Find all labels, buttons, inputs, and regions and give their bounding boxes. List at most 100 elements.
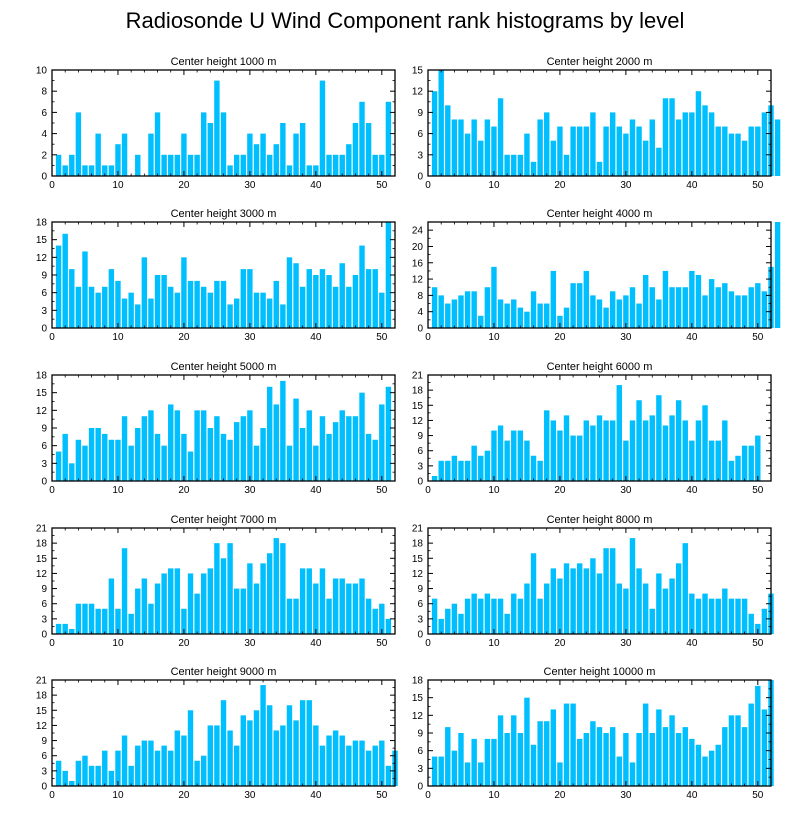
panel-8-bar-27 (603, 548, 609, 634)
panel-3-bar-39 (306, 269, 312, 328)
panel-3-bar-27 (227, 304, 233, 328)
panel-10-bar-24 (583, 733, 590, 786)
panel-5-bar-21 (187, 451, 194, 481)
panel-4-bar-21 (563, 307, 570, 328)
panel-7-xtick-label-40: 40 (310, 638, 322, 649)
panel-9-bar-28 (233, 745, 240, 786)
panel-1-bar-8 (102, 165, 108, 176)
panel-2-bar-33 (642, 140, 649, 176)
panel-2-bar-39 (682, 112, 688, 176)
panel-6-xtick-label-50: 50 (752, 485, 764, 496)
panel-5-bar-32 (260, 428, 266, 481)
panel-8-bar-33 (642, 583, 649, 634)
panel-5-bar-40 (313, 445, 319, 481)
panel-7-bar-4 (75, 603, 82, 634)
panel-8-bar-9 (484, 593, 491, 634)
panel-7-bar-27 (227, 543, 233, 634)
panel-8-bar-12 (504, 613, 510, 634)
panel-4-ytick-label-4: 4 (417, 307, 423, 318)
panel-3-ytick-label-15: 15 (36, 235, 48, 246)
panel-2-bar-9 (484, 119, 491, 176)
panel-10-bar-38 (675, 733, 682, 786)
panel-6-bar-1 (431, 475, 438, 481)
panel-4-xtick-label-30: 30 (620, 332, 632, 343)
panel-6-title: Center height 6000 m (547, 361, 653, 373)
panel-1-bar-40 (313, 165, 319, 176)
panel-4-bar-46 (728, 291, 735, 328)
panel-5-xtick-label-20: 20 (178, 485, 190, 496)
panel-2-bar-46 (728, 133, 735, 176)
panel-6-bar-14 (517, 430, 524, 481)
panel-3-ytick-label-18: 18 (36, 218, 48, 229)
panel-2-bar-7 (471, 119, 477, 176)
panel-1-xtick-label-40: 40 (310, 180, 322, 191)
panel-9-bar-33 (266, 705, 273, 786)
panel-2-xtick-label-20: 20 (554, 180, 566, 191)
panel-10-bar-46 (728, 715, 735, 786)
panel-8-ytick-label-21: 21 (412, 524, 424, 535)
panel-2-bar-32 (636, 126, 642, 176)
panel-2-bar-43 (708, 112, 715, 176)
panel-8-bar-15 (524, 583, 530, 634)
panel-6-bar-12 (504, 440, 510, 481)
panel-10-bar-47 (735, 715, 741, 786)
panel-9-ytick-label-0: 0 (41, 782, 47, 793)
panel-6-bar-22 (570, 435, 576, 481)
panel-2-bar-23 (577, 126, 583, 176)
panel-7-ytick-label-15: 15 (36, 554, 48, 565)
panel-1-bar-42 (326, 154, 332, 176)
panel-4-bar-3 (445, 303, 451, 328)
panel-4-bar-48 (741, 295, 748, 328)
panel-9-bar-25 (214, 725, 220, 786)
panel-4-xtick-label-0: 0 (425, 332, 431, 343)
panel-3-bar-14 (141, 257, 148, 328)
panel-8-bar-26 (596, 573, 603, 634)
panel-3-bar-36 (286, 257, 293, 328)
panel-3-bar-35 (280, 304, 286, 328)
panel-3-ytick-label-0: 0 (41, 324, 47, 335)
panel-7-ytick-label-6: 6 (41, 599, 47, 610)
panel-6-bar-20 (557, 430, 563, 481)
panel-10-bar-13 (511, 715, 517, 786)
panel-3-bar-17 (161, 275, 167, 328)
panel-2-bar-53 (774, 119, 781, 176)
panel-1-xtick-label-0: 0 (49, 180, 55, 191)
panel-3-bar-46 (352, 275, 359, 328)
panel-1-bar-6 (88, 165, 95, 176)
panel-1-bar-13 (135, 154, 141, 176)
panel-2-bar-50 (755, 126, 761, 176)
panel-2-bar-21 (563, 154, 570, 176)
panel-8-bar-5 (458, 613, 464, 634)
panel-3-bar-49 (372, 269, 378, 328)
panel-2-bar-19 (550, 140, 557, 176)
panel-3-bar-9 (108, 269, 115, 328)
panel-9-ytick-label-12: 12 (36, 721, 48, 732)
panel-3-bar-43 (332, 286, 339, 328)
panel-5-ytick-label-15: 15 (36, 388, 48, 399)
panel-10-bar-23 (577, 738, 583, 786)
panel-4-bar-8 (478, 315, 484, 328)
panel-3-xtick-label-0: 0 (49, 332, 55, 343)
panel-3-bar-11 (121, 298, 128, 328)
panel-1-bar-34 (273, 144, 279, 176)
panel-1-bar-15 (148, 133, 154, 176)
panel-5-bar-41 (319, 416, 326, 481)
panel-1-bar-26 (220, 112, 227, 176)
panel-9-bar-48 (365, 750, 372, 786)
panel-5-title: Center height 5000 m (171, 361, 277, 373)
panel-5-bar-16 (154, 433, 161, 481)
panel-6-bar-37 (669, 415, 675, 481)
panel-1-bar-18 (168, 154, 174, 176)
panel-5-xtick-label-10: 10 (112, 485, 124, 496)
panel-8-ytick-label-9: 9 (417, 584, 423, 595)
panel-3-bar-28 (233, 298, 240, 328)
panel-9-bar-2 (62, 770, 68, 786)
panel-4-bar-4 (451, 299, 458, 328)
panel-7-xtick-label-20: 20 (178, 638, 190, 649)
panel-2-bar-47 (735, 133, 741, 176)
panel-10-bar-31 (629, 762, 636, 786)
panel-1-bar-19 (174, 154, 181, 176)
panel-3-bar-51 (385, 222, 392, 328)
panel-9-bar-37 (293, 720, 299, 786)
panel-9-xtick-label-50: 50 (376, 790, 388, 801)
